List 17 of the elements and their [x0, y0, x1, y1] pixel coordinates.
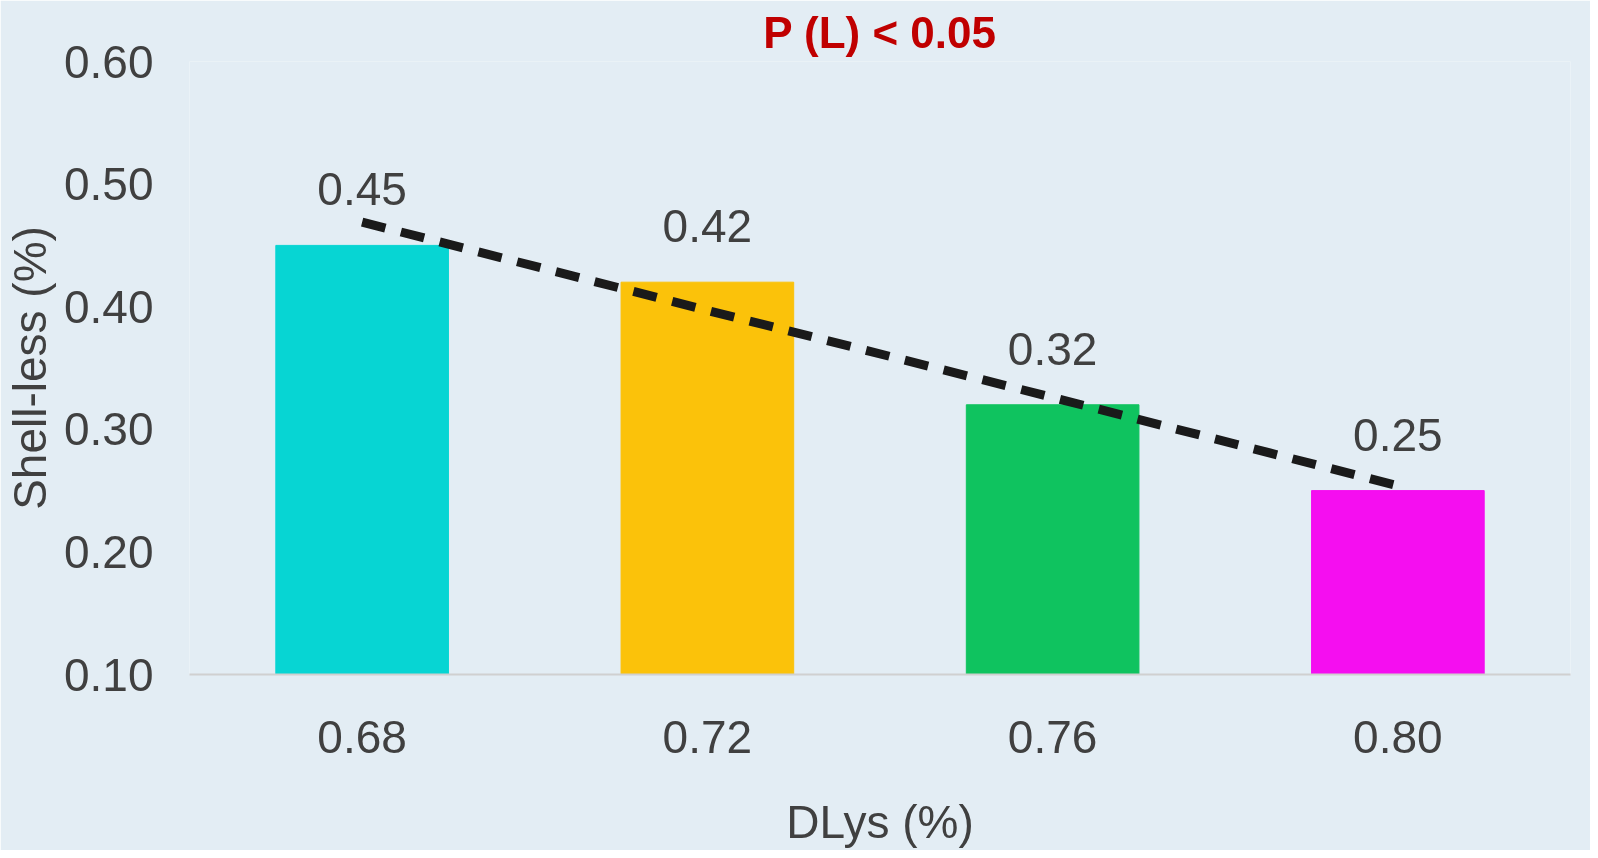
x-tick-label: 0.68	[317, 710, 407, 763]
data-label: 0.42	[662, 200, 753, 253]
y-tick-label: 0.50	[63, 158, 154, 211]
data-label: 0.25	[1353, 408, 1443, 461]
data-label: 0.32	[1007, 322, 1098, 375]
x-tick-label: 0.76	[1007, 710, 1098, 763]
y-axis-title: Shell-less (%)	[3, 226, 56, 510]
text: P (L) < 0.05	[763, 7, 996, 57]
y-tick-label: 0.30	[63, 403, 154, 456]
y-tick-label: 0.40	[63, 280, 154, 333]
y-tick-label: 0.10	[63, 648, 154, 701]
x-tick-label: 0.72	[662, 710, 753, 763]
y-tick-label: 0.60	[63, 35, 154, 88]
x-axis-title: DLys (%)	[786, 795, 974, 848]
data-label: 0.45	[317, 163, 407, 216]
x-tick-label: 0.80	[1353, 710, 1443, 763]
y-tick-label: 0.20	[63, 525, 154, 578]
